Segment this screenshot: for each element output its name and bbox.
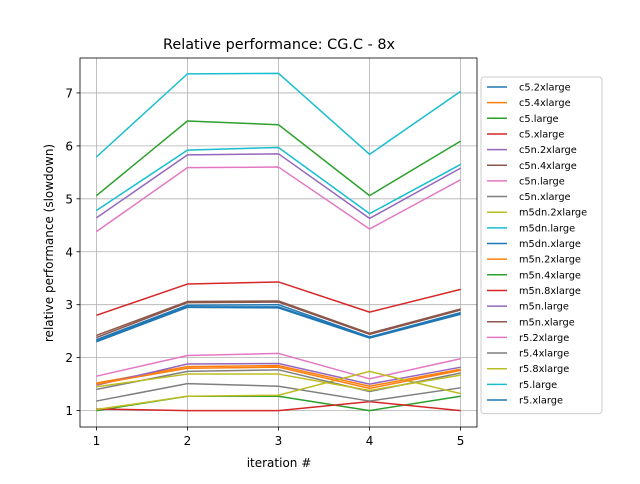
legend-label: m5n.xlarge: [519, 317, 575, 328]
x-tick-label: 4: [366, 434, 374, 448]
legend-item: m5n.2xlarge: [487, 255, 581, 266]
series-line-m5n.2xlarge: [96, 366, 461, 390]
legend-item: r5.4xlarge: [487, 349, 569, 360]
legend-label: c5.large: [519, 114, 559, 125]
series-line-c5.4xlarge: [96, 364, 461, 387]
x-tick-label: 1: [93, 434, 101, 448]
grid: [80, 58, 477, 427]
legend-label: r5.4xlarge: [519, 349, 569, 360]
y-tick-label: 1: [65, 404, 73, 418]
legend-item: r5.8xlarge: [487, 364, 569, 375]
series-line-m5n.4xlarge: [95, 120, 461, 197]
legend-item: c5.xlarge: [487, 129, 564, 140]
x-tick-label: 3: [275, 434, 283, 448]
legend-label: m5n.4xlarge: [519, 270, 581, 281]
y-tick-label: 6: [65, 139, 73, 153]
series-line-c5.xlarge: [96, 400, 461, 412]
axes: 1 2 3 4 5 1 2 3 4 5 6 7: [65, 86, 464, 448]
x-axis-label: iteration #: [247, 456, 312, 470]
series-line-m5dn.large: [95, 146, 461, 215]
legend-item: c5n.large: [487, 176, 565, 187]
legend-label: r5.2xlarge: [519, 333, 569, 344]
legend-label: m5n.2xlarge: [519, 255, 581, 266]
legend-label: m5dn.xlarge: [519, 239, 581, 250]
legend-item: r5.xlarge: [487, 396, 563, 407]
legend-label: r5.large: [519, 380, 557, 391]
series-line-c5n.xlarge: [96, 382, 461, 402]
legend-item: c5.4xlarge: [487, 98, 571, 109]
y-tick-label: 3: [65, 298, 73, 312]
series-line-m5n.xlarge: [96, 301, 461, 339]
series-line-m5n.large: [95, 153, 461, 220]
legend-item: c5n.2xlarge: [487, 145, 577, 156]
series-lines: [95, 72, 462, 412]
legend-item: m5n.8xlarge: [487, 286, 581, 297]
series-line-r5.large: [95, 72, 462, 158]
legend-item: m5n.xlarge: [487, 317, 575, 328]
legend-item: c5n.4xlarge: [487, 161, 577, 172]
legend-box: [480, 76, 603, 415]
legend-label: m5dn.2xlarge: [519, 208, 587, 219]
legend-item: m5n.large: [487, 302, 569, 313]
legend-item: m5dn.2xlarge: [487, 208, 587, 219]
legend-label: c5n.xlarge: [519, 192, 571, 203]
series-line-r5.xlarge: [96, 306, 461, 341]
y-tick-label: 2: [65, 351, 73, 365]
legend-item: c5.large: [487, 114, 559, 125]
legend-item: r5.large: [487, 380, 557, 391]
legend-item: c5.2xlarge: [487, 83, 571, 94]
x-tick-label: 2: [184, 434, 192, 448]
y-tick-label: 4: [65, 245, 73, 259]
legend-item: r5.2xlarge: [487, 333, 569, 344]
legend-label: m5dn.large: [519, 223, 575, 234]
legend-label: r5.8xlarge: [519, 364, 569, 375]
y-tick-label: 7: [65, 86, 73, 100]
x-tick-label: 5: [457, 434, 465, 448]
series-line-m5n.8xlarge: [96, 281, 461, 316]
legend-label: c5n.4xlarge: [519, 161, 577, 172]
legend-label: c5n.2xlarge: [519, 145, 577, 156]
legend-label: m5n.large: [519, 302, 569, 313]
legend: c5.2xlarge c5.4xlarge c5.large c5.xlarge c5n…: [480, 76, 603, 415]
legend-label: c5.2xlarge: [519, 83, 571, 94]
legend-item: c5n.xlarge: [487, 192, 571, 203]
series-line-m5dn.2xlarge: [96, 370, 461, 411]
series-line-r5.2xlarge: [95, 166, 461, 233]
legend-label: m5n.8xlarge: [519, 286, 581, 297]
series-line-c5n.large: [96, 352, 461, 380]
legend-label: r5.xlarge: [519, 396, 563, 407]
legend-label: c5.4xlarge: [519, 98, 571, 109]
y-axis-label: relative performance (slowdown): [42, 144, 56, 342]
legend-item: m5dn.large: [487, 223, 575, 234]
legend-item: m5n.4xlarge: [487, 270, 581, 281]
legend-label: c5.xlarge: [519, 129, 564, 140]
legend-label: c5n.large: [519, 176, 565, 187]
chart-title: Relative performance: CG.C - 8x: [163, 37, 396, 53]
y-tick-label: 5: [65, 192, 73, 206]
series-line-c5n.4xlarge: [96, 300, 461, 337]
series-line-r5.8xlarge: [96, 373, 461, 392]
legend-item: m5dn.xlarge: [487, 239, 581, 250]
